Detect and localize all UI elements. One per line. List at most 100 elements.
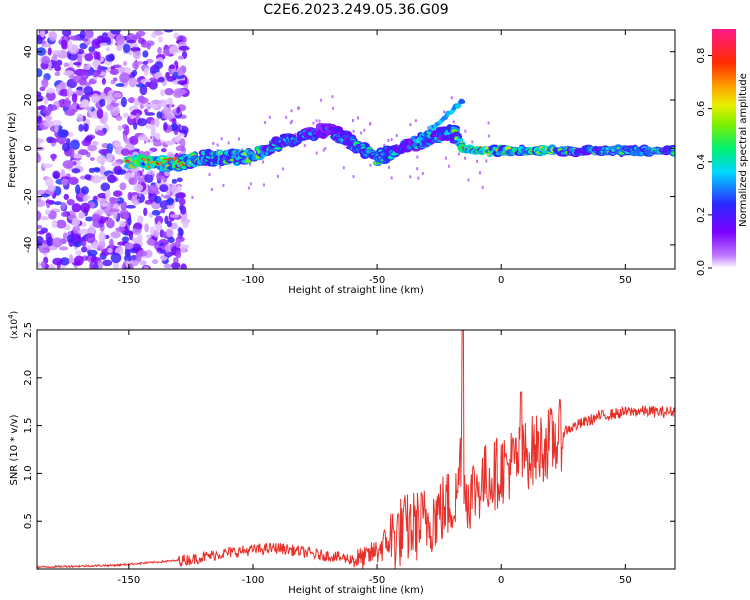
- spectrogram-noise-speck: [75, 184, 81, 195]
- spectrogram-noise-speck: [80, 81, 92, 87]
- snr-y-tick-label: 1.0: [23, 465, 34, 481]
- spectrogram-faint-speck: [464, 129, 467, 133]
- spectrogram-noise-speck: [40, 261, 47, 269]
- spectrogram-faint-speck: [387, 165, 390, 169]
- spectrogram-noise-speck: [125, 204, 136, 209]
- snr-x-tick-label: -100: [242, 575, 265, 586]
- spectrogram-faint-speck: [141, 178, 144, 182]
- spectrogram-noise-speck: [87, 144, 98, 152]
- spectrogram-faint-speck: [150, 171, 153, 175]
- spectrogram-noise-speck: [63, 193, 70, 201]
- colorbar-tick-label: 0.8: [696, 48, 707, 64]
- spectrogram-noise-speck: [166, 153, 178, 158]
- spectrogram-noise-speck: [153, 195, 162, 204]
- spectrogram-noise-speck: [143, 265, 149, 269]
- spectrogram-noise-speck: [37, 111, 41, 117]
- spectrogram-plot-frame: [36, 29, 676, 270]
- spectrogram-noise-speck: [100, 182, 110, 192]
- spectrogram-faint-speck: [351, 118, 354, 122]
- spectrogram-noise-speck: [40, 193, 50, 198]
- colorbar-ticks: 0.0 0.2 0.4 0.6 0.8: [696, 48, 712, 276]
- spectrogram-y-tick-label: 0: [23, 145, 34, 151]
- spectrogram-noise-speck: [59, 257, 70, 266]
- spectrogram-noise-speck: [99, 98, 106, 107]
- spectrogram-noise-speck: [120, 201, 128, 211]
- spectrogram-faint-speck: [147, 139, 150, 143]
- spectrogram-faint-speck: [421, 171, 424, 175]
- spectrogram-faint-speck: [450, 96, 453, 100]
- snr-y-tick-label: 1.5: [23, 418, 34, 434]
- spectrogram-y-tick-label: -20: [23, 188, 34, 204]
- spectrogram-noise-speck: [91, 38, 102, 49]
- spectrogram-noise-speck: [60, 211, 68, 217]
- spectrogram-noise-speck: [46, 236, 54, 247]
- spectrogram-noise-speck: [176, 185, 182, 193]
- spectrogram-faint-speck: [414, 119, 417, 123]
- spectrogram-noise-speck: [157, 76, 165, 83]
- spectrogram-noise-speck: [135, 112, 141, 118]
- spectrogram-noise-speck: [41, 56, 51, 65]
- spectrogram-heatmap: [37, 30, 675, 269]
- spectrogram-noise-speck: [109, 196, 116, 203]
- spectrogram-noise-speck: [51, 153, 56, 162]
- spectrogram-noise-speck: [55, 219, 67, 229]
- spectrogram-noise-speck: [46, 88, 56, 94]
- spectrogram-faint-speck: [139, 193, 142, 197]
- snr-y-tick-label: 2.0: [23, 370, 34, 386]
- spectrogram-noise-speck: [104, 95, 110, 101]
- spectrogram-y-axis-label: Frequency (Hz): [7, 112, 18, 188]
- spectrogram-faint-speck: [417, 176, 420, 180]
- spectrogram-noise-speck: [37, 68, 43, 78]
- spectrogram-faint-speck: [416, 167, 419, 171]
- spectrogram-noise-speck: [87, 249, 98, 257]
- spectrogram-noise-speck: [159, 184, 169, 193]
- spectrogram-noise-speck: [44, 115, 53, 121]
- snr-x-ticks: -150 -100 -50 0 50: [118, 330, 632, 586]
- spectrogram-faint-speck: [443, 110, 446, 114]
- spectrogram-noise-speck: [109, 68, 120, 76]
- spectrogram-noise-speck: [121, 212, 130, 220]
- spectrogram-noise-speck: [84, 53, 94, 62]
- spectrogram-noise-speck: [103, 36, 111, 43]
- spectrogram-noise-speck: [129, 135, 139, 145]
- spectrogram-noise-speck: [166, 197, 175, 206]
- spectrogram-noise-speck: [156, 172, 163, 182]
- spectrogram-faint-speck: [208, 173, 211, 177]
- spectrogram-faint-speck: [303, 144, 306, 148]
- spectrogram-noise-speck: [43, 120, 54, 128]
- spectrogram-noise-speck: [63, 70, 75, 77]
- spectrogram-noise-speck: [42, 163, 53, 169]
- spectrogram-faint-speck: [179, 152, 182, 156]
- spectrogram-noise-speck: [146, 238, 155, 246]
- spectrogram-noise-speck: [139, 97, 149, 104]
- spectrogram-x-axis-label: Height of straight line (km): [288, 285, 424, 296]
- spectrogram-x-tick-label: -100: [242, 275, 265, 286]
- spectrogram-noise-speck: [56, 59, 63, 66]
- spectrogram-noise-speck: [155, 132, 161, 141]
- spectrogram-faint-speck: [161, 194, 164, 198]
- spectrogram-faint-speck: [276, 174, 279, 178]
- spectrogram-faint-speck: [212, 141, 215, 145]
- spectrogram-noise-speck: [133, 222, 143, 230]
- spectrogram-noise-speck: [174, 135, 182, 143]
- spectrogram-noise-speck: [58, 246, 69, 251]
- spectrogram-noise-speck: [163, 121, 168, 131]
- spectrogram-faint-speck: [315, 119, 318, 123]
- spectrogram-noise-speck: [43, 107, 52, 116]
- spectrogram-noise-speck: [98, 148, 109, 155]
- spectrogram-faint-speck: [262, 160, 265, 164]
- spectrogram-noise-speck: [51, 138, 58, 144]
- spectrogram-noise-speck: [92, 71, 99, 78]
- snr-x-tick-label: -150: [118, 575, 141, 586]
- spectrogram-noise-speck: [123, 112, 129, 118]
- spectrogram-noise-speck: [122, 43, 131, 53]
- spectrogram-noise-speck: [145, 81, 151, 88]
- spectrogram-noise-speck: [37, 195, 42, 203]
- spectrogram-noise-speck: [115, 83, 125, 87]
- snr-y-tick-label: 2.5: [23, 322, 34, 338]
- spectrogram-noise-speck: [40, 30, 46, 38]
- spectrogram-noise-speck: [61, 39, 68, 50]
- spectrogram-faint-speck: [452, 120, 455, 124]
- spectrogram-faint-speck: [487, 134, 490, 138]
- colorbar-label: Normalized spectral amplitude: [738, 73, 749, 227]
